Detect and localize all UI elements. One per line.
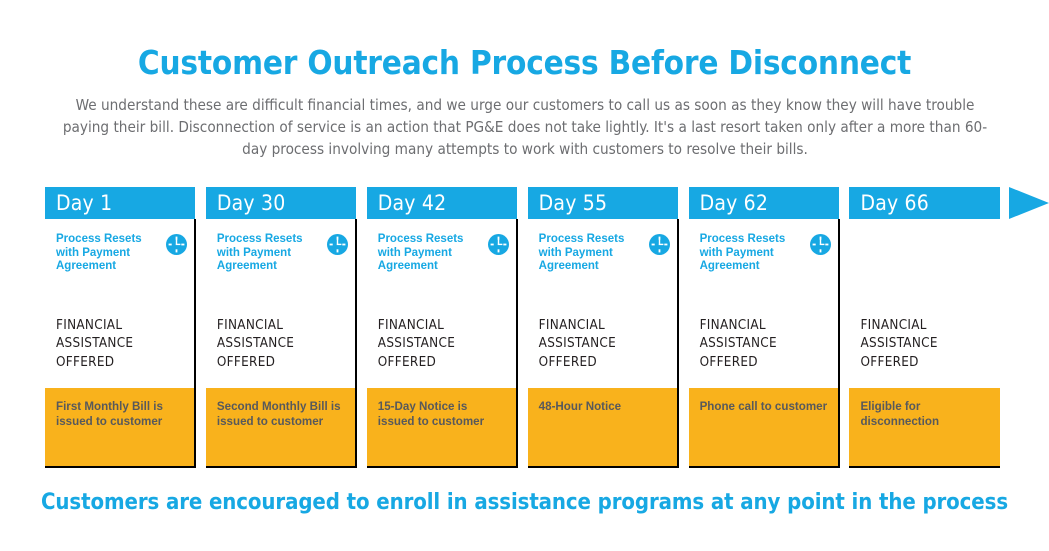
process-reset-row: Process Resets with Payment Agreement xyxy=(367,219,517,301)
column-divider xyxy=(194,219,197,468)
financial-assistance-block: FINANCIAL ASSISTANCE OFFERED xyxy=(689,301,839,389)
financial-assistance-line: ASSISTANCE xyxy=(699,336,777,352)
timeline-columns: Day 1 Process Resets with Payment Agreeme… xyxy=(45,187,1004,468)
financial-assistance-line: ASSISTANCE xyxy=(860,336,938,352)
action-box-underline xyxy=(527,466,679,468)
process-reset-row xyxy=(849,219,999,301)
column-gap xyxy=(195,187,206,468)
action-box-underline xyxy=(688,466,839,468)
financial-assistance-line: FINANCIAL xyxy=(216,317,284,333)
clock-icon xyxy=(488,234,510,255)
process-reset-label: Process Resets with Payment Agreement xyxy=(699,233,786,272)
financial-assistance-line: OFFERED xyxy=(377,354,437,370)
action-box-underline xyxy=(849,466,1000,468)
financial-assistance-line: OFFERED xyxy=(538,354,597,370)
financial-assistance-block: FINANCIAL ASSISTANCE OFFERED xyxy=(206,301,356,389)
financial-assistance-line: ASSISTANCE xyxy=(538,336,616,352)
action-box-wrapper: First Monthly Bill is issued to customer xyxy=(45,388,196,468)
day-header-label: Day 55 xyxy=(527,187,679,219)
column-gap xyxy=(517,187,528,468)
action-box: 15-Day Notice is issued to customer xyxy=(366,388,518,467)
process-reset-label: Process Resets with Payment Agreement xyxy=(377,233,464,272)
timeline-diagram: Day 1 Process Resets with Payment Agreeme… xyxy=(45,187,1049,468)
action-box-wrapper: Eligible for disconnection xyxy=(849,388,1000,468)
financial-assistance-line: OFFERED xyxy=(699,354,758,370)
financial-assistance-line: FINANCIAL xyxy=(699,317,766,333)
action-box-underline xyxy=(366,466,518,468)
column-gap xyxy=(678,187,689,468)
financial-assistance-block: FINANCIAL ASSISTANCE OFFERED xyxy=(45,301,195,389)
action-box: Eligible for disconnection xyxy=(849,388,1000,467)
action-box-wrapper: Second Monthly Bill is issued to custome… xyxy=(205,388,357,468)
footer-note: Customers are encouraged to enroll in as… xyxy=(41,490,1008,515)
financial-assistance-line: ASSISTANCE xyxy=(377,336,456,352)
financial-assistance-line: FINANCIAL xyxy=(377,317,445,333)
clock-icon xyxy=(809,234,831,255)
clock-icon xyxy=(166,234,188,255)
process-reset-row: Process Resets with Payment Agreement xyxy=(206,219,356,301)
column-divider xyxy=(837,219,840,468)
day-header-label: Day 66 xyxy=(849,187,1000,219)
action-box-wrapper: Phone call to customer xyxy=(688,388,839,468)
financial-assistance-line: FINANCIAL xyxy=(538,317,606,333)
action-box-wrapper: 15-Day Notice is issued to customer xyxy=(366,388,518,468)
arrow-right-icon xyxy=(1009,187,1049,219)
page-title: Customer Outreach Process Before Disconn… xyxy=(137,43,912,82)
action-box: 48-Hour Notice xyxy=(527,388,679,467)
action-box-underline xyxy=(45,466,196,468)
financial-assistance-block: FINANCIAL ASSISTANCE OFFERED xyxy=(849,301,999,389)
timeline-column-2: Day 30 Process Resets with Payment Agreem… xyxy=(205,187,358,468)
page-subtitle: We understand these are difficult financ… xyxy=(62,96,988,158)
financial-assistance-block: FINANCIAL ASSISTANCE OFFERED xyxy=(367,301,517,389)
day-header-label: Day 30 xyxy=(205,187,357,219)
day-header-label: Day 62 xyxy=(688,187,839,219)
column-gap xyxy=(839,187,850,468)
financial-assistance-line: FINANCIAL xyxy=(860,317,927,333)
timeline-column-3: Day 42 Process Resets with Payment Agreem… xyxy=(366,187,519,468)
day-header-label: Day 1 xyxy=(45,187,196,219)
column-gap xyxy=(356,187,367,468)
action-box-label: Phone call to customer xyxy=(699,400,828,414)
process-reset-row: Process Resets with Payment Agreement xyxy=(528,219,678,301)
action-box-label: Eligible for disconnection xyxy=(860,400,940,428)
process-reset-label: Process Resets with Payment Agreement xyxy=(56,233,142,272)
timeline-column-6: Day 66 FINANCIAL ASSISTANCE OFFERED Eligible… xyxy=(849,187,1000,468)
action-box-label: 15-Day Notice is issued to customer xyxy=(377,400,485,428)
financial-assistance-line: ASSISTANCE xyxy=(56,336,134,352)
timeline-column-5: Day 62 Process Resets with Payment Agreem… xyxy=(688,187,840,468)
financial-assistance-line: ASSISTANCE xyxy=(216,336,295,352)
action-box-wrapper: 48-Hour Notice xyxy=(527,388,679,468)
action-box: Phone call to customer xyxy=(688,388,839,467)
day-header-label: Day 42 xyxy=(366,187,518,219)
process-reset-label: Process Resets with Payment Agreement xyxy=(216,233,303,272)
action-box-label: First Monthly Bill is issued to customer xyxy=(56,400,163,428)
financial-assistance-line: OFFERED xyxy=(216,354,276,370)
clock-icon xyxy=(649,234,671,255)
process-reset-row: Process Resets with Payment Agreement xyxy=(689,219,839,301)
action-box: Second Monthly Bill is issued to custome… xyxy=(205,388,357,467)
financial-assistance-line: FINANCIAL xyxy=(56,317,123,333)
action-box-label: Second Monthly Bill is issued to custome… xyxy=(216,400,341,428)
clock-icon xyxy=(327,234,349,255)
financial-assistance-line: OFFERED xyxy=(56,354,115,370)
column-divider xyxy=(677,219,680,468)
timeline-column-1: Day 1 Process Resets with Payment Agreeme… xyxy=(45,187,197,468)
process-reset-label: Process Resets with Payment Agreement xyxy=(538,233,625,272)
financial-assistance-line: OFFERED xyxy=(860,354,919,370)
action-box: First Monthly Bill is issued to customer xyxy=(45,388,196,467)
process-reset-row: Process Resets with Payment Agreement xyxy=(45,219,195,301)
column-divider xyxy=(516,219,519,468)
timeline-column-4: Day 55 Process Resets with Payment Agreem… xyxy=(527,187,680,468)
column-divider xyxy=(355,219,358,468)
action-box-label: 48-Hour Notice xyxy=(538,400,622,414)
financial-assistance-block: FINANCIAL ASSISTANCE OFFERED xyxy=(528,301,678,389)
action-box-underline xyxy=(205,466,357,468)
